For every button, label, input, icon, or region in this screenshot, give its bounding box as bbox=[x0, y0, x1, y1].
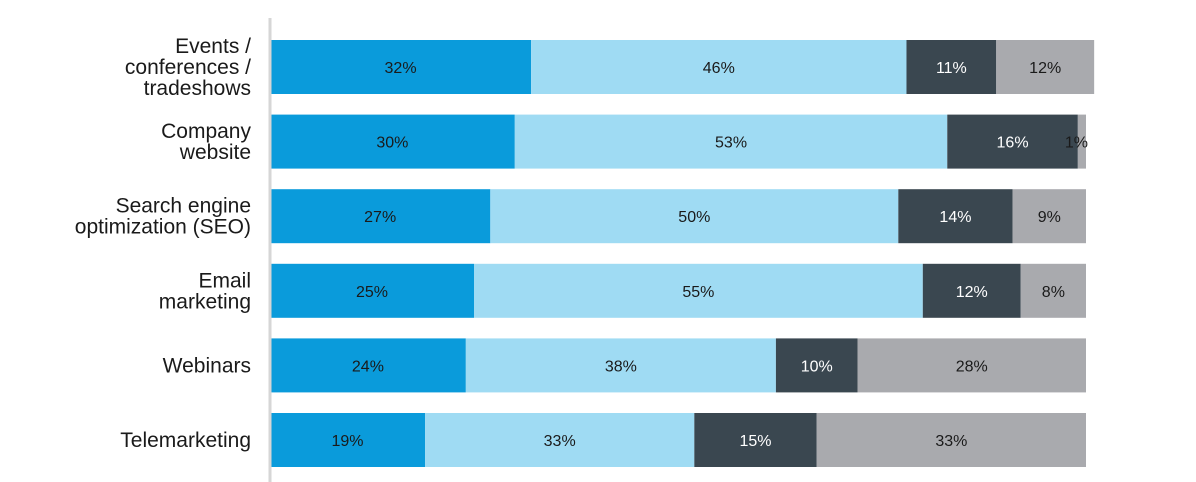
bar-segment bbox=[996, 40, 1095, 94]
value-label: 12% bbox=[1029, 60, 1061, 77]
bar-segment bbox=[425, 413, 695, 467]
bar-segment bbox=[1020, 263, 1086, 318]
value-label: 14% bbox=[939, 209, 971, 226]
bar-segment bbox=[465, 338, 776, 393]
category-label-line: Telemarketing bbox=[120, 429, 251, 452]
value-label: 15% bbox=[740, 433, 772, 450]
bar-segment bbox=[474, 263, 923, 318]
value-label: 32% bbox=[385, 60, 417, 77]
value-label: 16% bbox=[997, 135, 1029, 152]
category-label-line: website bbox=[179, 141, 251, 164]
value-label: 25% bbox=[356, 284, 388, 301]
value-label: 50% bbox=[678, 209, 710, 226]
category-label-line: tradeshows bbox=[144, 77, 251, 100]
bar-segment bbox=[514, 114, 948, 169]
category-label-line: Company bbox=[161, 120, 251, 143]
category-labels-layer: Events / conferences / tradeshows Company we… bbox=[75, 35, 252, 452]
category-label-line: conferences / bbox=[125, 56, 251, 79]
bar-segment bbox=[906, 40, 997, 94]
bar-segment bbox=[270, 40, 532, 94]
category-label-line: marketing bbox=[159, 290, 251, 313]
bar-segment bbox=[531, 40, 907, 94]
value-label: 19% bbox=[332, 433, 364, 450]
value-labels-layer: 32% 46% 11% 12% 30% 53% 16% 1% 27% 50% 14% 9% 25% 55%… bbox=[332, 60, 1088, 450]
bar-segment bbox=[816, 413, 1086, 467]
value-label: 30% bbox=[376, 135, 408, 152]
bar-segment bbox=[270, 338, 466, 393]
value-label: 33% bbox=[544, 433, 576, 450]
category-label: Telemarketing bbox=[120, 429, 251, 452]
category-label-line: optimization (SEO) bbox=[75, 216, 251, 239]
bar-segment bbox=[857, 338, 1086, 393]
value-label: 12% bbox=[956, 284, 988, 301]
value-label: 55% bbox=[682, 284, 714, 301]
category-label: Events / conferences / tradeshows bbox=[125, 35, 251, 100]
category-label-line: Email bbox=[198, 269, 251, 292]
bar-segment bbox=[270, 413, 426, 467]
value-label: 1% bbox=[1065, 135, 1088, 152]
value-label: 9% bbox=[1038, 209, 1061, 226]
value-label: 33% bbox=[935, 433, 967, 450]
bar-segment bbox=[270, 114, 515, 169]
bar-segment bbox=[1077, 114, 1086, 169]
category-label: Email marketing bbox=[159, 269, 251, 313]
category-label: Company website bbox=[161, 120, 251, 164]
bar-segment bbox=[694, 413, 817, 467]
value-label: 8% bbox=[1042, 284, 1065, 301]
bar-segment bbox=[490, 189, 899, 244]
category-label: Webinars bbox=[163, 354, 251, 377]
value-label: 24% bbox=[352, 358, 384, 375]
category-label: Search engine optimization (SEO) bbox=[75, 195, 251, 239]
category-label-line: Search engine bbox=[116, 195, 251, 218]
category-label-line: Events / bbox=[175, 35, 251, 58]
value-label: 53% bbox=[715, 135, 747, 152]
value-label: 11% bbox=[936, 60, 967, 77]
bar-segment bbox=[947, 114, 1078, 169]
value-label: 38% bbox=[605, 358, 637, 375]
value-label: 27% bbox=[364, 209, 396, 226]
value-label: 28% bbox=[956, 358, 988, 375]
bar-segment bbox=[898, 189, 1013, 244]
bar-segment bbox=[270, 189, 491, 244]
bars-layer bbox=[270, 40, 1095, 467]
bar-segment bbox=[1012, 189, 1086, 244]
bar-segment bbox=[775, 338, 858, 393]
value-label: 46% bbox=[703, 60, 735, 77]
value-label: 10% bbox=[801, 358, 833, 375]
bar-segment bbox=[922, 263, 1021, 318]
category-label-line: Webinars bbox=[163, 354, 251, 377]
bar-segment bbox=[270, 263, 474, 318]
